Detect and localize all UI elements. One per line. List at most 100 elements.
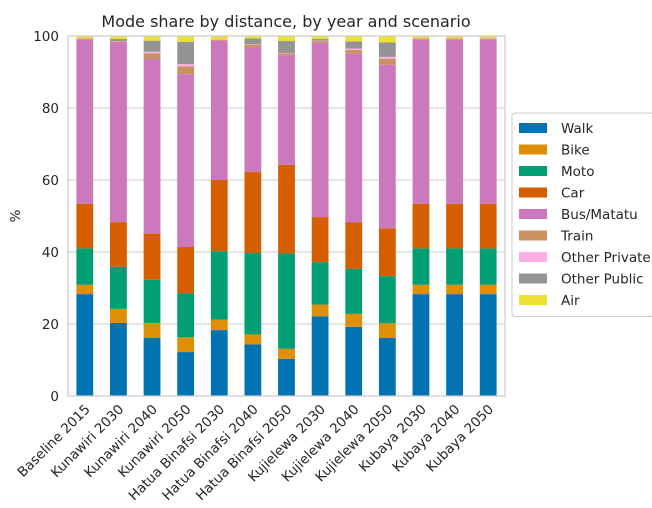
bar-segment-train bbox=[278, 53, 295, 55]
bar-segment-train bbox=[379, 59, 396, 65]
legend-label: Walk bbox=[561, 121, 594, 137]
legend-swatch bbox=[519, 209, 547, 219]
legend-label: Air bbox=[561, 293, 580, 309]
bar-segment-car bbox=[312, 217, 329, 262]
y-tick-label: 100 bbox=[33, 29, 59, 45]
bar-segment-bus-matatu bbox=[110, 42, 127, 222]
bar-segment-other-private bbox=[379, 57, 396, 59]
bar-segment-other-private bbox=[177, 64, 194, 66]
bar-segment-walk bbox=[144, 338, 161, 396]
bar-segment-car bbox=[278, 165, 295, 254]
bar-segment-train bbox=[480, 39, 497, 40]
bar-segment-car bbox=[446, 204, 463, 249]
bar-segment-moto bbox=[480, 248, 497, 284]
bar-segment-walk bbox=[244, 345, 261, 396]
bar-segment-bike bbox=[177, 337, 194, 352]
bar-segment-train bbox=[110, 41, 127, 42]
bar-segment-other-public bbox=[144, 41, 161, 52]
bar-segment-other-public bbox=[379, 42, 396, 56]
bar-segment-walk bbox=[110, 323, 127, 396]
bar-segment-bike bbox=[379, 323, 396, 338]
legend-swatch bbox=[519, 231, 547, 241]
bar-segment-moto bbox=[345, 269, 362, 314]
bar-segment-bus-matatu bbox=[379, 65, 396, 228]
bar-segment-bike bbox=[76, 285, 93, 294]
bar-segment-air bbox=[379, 36, 396, 42]
bar-segment-bike bbox=[345, 314, 362, 327]
bar-segment-walk bbox=[211, 330, 228, 396]
legend-swatch bbox=[519, 188, 547, 198]
bar-segment-other-public bbox=[312, 39, 329, 41]
legend-swatch bbox=[519, 166, 547, 176]
legend-label: Train bbox=[560, 229, 593, 245]
bar-segment-air bbox=[345, 36, 362, 41]
legend-label: Bike bbox=[561, 143, 590, 159]
bar-segment-bus-matatu bbox=[345, 54, 362, 223]
bar-segment-train bbox=[446, 39, 463, 40]
bar-segment-moto bbox=[312, 262, 329, 304]
bar-segment-moto bbox=[379, 276, 396, 323]
bar-segment-train bbox=[413, 39, 430, 40]
bar-segment-moto bbox=[76, 248, 93, 284]
bar-segment-other-private bbox=[144, 52, 161, 53]
legend-swatch bbox=[519, 252, 547, 262]
bar-segment-walk bbox=[413, 294, 430, 396]
bar-segment-bus-matatu bbox=[446, 39, 463, 204]
bar-segment-car bbox=[413, 204, 430, 249]
bar-segment-train bbox=[345, 50, 362, 54]
bars bbox=[76, 36, 496, 396]
bar-segment-other-public bbox=[110, 39, 127, 41]
bar-segment-bus-matatu bbox=[144, 59, 161, 234]
bar-segment-walk bbox=[379, 338, 396, 396]
bar-segment-bike bbox=[110, 309, 127, 323]
bar-segment-walk bbox=[278, 359, 295, 396]
y-tick-label: 20 bbox=[42, 317, 59, 333]
bar-segment-bus-matatu bbox=[177, 74, 194, 247]
bar-segment-train bbox=[312, 41, 329, 43]
bar-segment-bike bbox=[312, 305, 329, 317]
bar-segment-bus-matatu bbox=[278, 55, 295, 165]
bar-segment-car bbox=[177, 247, 194, 293]
bar-segment-walk bbox=[177, 352, 194, 396]
legend-swatch bbox=[519, 123, 547, 133]
bar-segment-train bbox=[144, 53, 161, 59]
bar-segment-bus-matatu bbox=[76, 39, 93, 204]
bar-segment-other-public bbox=[244, 39, 261, 45]
bar-segment-bus-matatu bbox=[312, 43, 329, 217]
bar-segment-car bbox=[379, 228, 396, 276]
bar-segment-moto bbox=[244, 253, 261, 334]
bar-segment-walk bbox=[480, 294, 497, 396]
bar-segment-train bbox=[211, 40, 228, 41]
bar-segment-car bbox=[211, 180, 228, 251]
legend-swatch bbox=[519, 274, 547, 284]
bar-segment-car bbox=[110, 222, 127, 267]
bar-segment-other-public bbox=[177, 42, 194, 64]
bar-segment-bike bbox=[211, 320, 228, 330]
bar-segment-walk bbox=[76, 294, 93, 396]
bar-segment-bike bbox=[480, 285, 497, 294]
legend-label: Other Public bbox=[561, 272, 644, 288]
bar-segment-train bbox=[177, 66, 194, 74]
bar-segment-bike bbox=[144, 323, 161, 338]
bar-segment-moto bbox=[177, 293, 194, 337]
bar-segment-bike bbox=[446, 285, 463, 294]
bar-segment-car bbox=[480, 204, 497, 249]
bar-segment-train bbox=[244, 45, 261, 48]
bar-segment-walk bbox=[446, 294, 463, 396]
bar-segment-other-public bbox=[278, 41, 295, 53]
bar-segment-bus-matatu bbox=[211, 41, 228, 180]
bar-segment-bus-matatu bbox=[413, 39, 430, 204]
y-tick-label: 80 bbox=[42, 101, 59, 117]
bar-segment-bus-matatu bbox=[480, 39, 497, 204]
bar-segment-walk bbox=[312, 316, 329, 396]
bar-segment-air bbox=[144, 36, 161, 41]
bar-segment-bike bbox=[413, 285, 430, 294]
bar-segment-moto bbox=[413, 248, 430, 284]
bar-segment-car bbox=[76, 204, 93, 249]
bar-segment-other-private bbox=[345, 49, 362, 50]
bar-segment-bike bbox=[244, 334, 261, 344]
chart-title: Mode share by distance, by year and scen… bbox=[101, 12, 470, 31]
